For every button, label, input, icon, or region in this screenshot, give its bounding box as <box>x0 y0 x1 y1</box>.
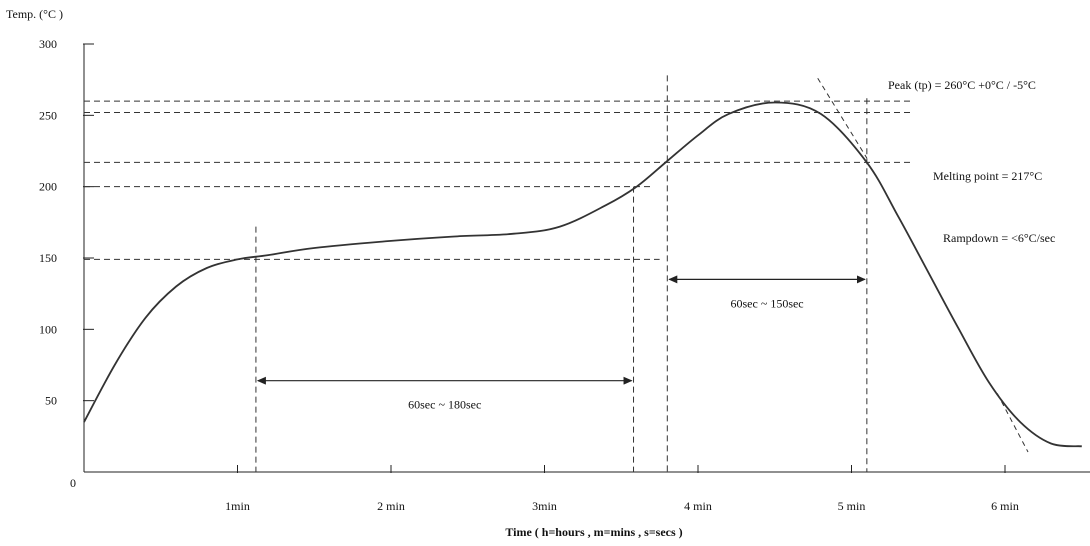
y-tick-label-300: 300 <box>39 37 57 51</box>
annotation-peak: Peak (tp) = 260°C +0°C / -5°C <box>888 78 1036 92</box>
temperature-curve <box>83 101 1082 448</box>
y-tick-label-250: 250 <box>39 108 57 122</box>
axes: 0 50 100 150 200 250 300 1min 2 min 3min 4 min 5 mi… <box>39 37 1090 513</box>
x-tick-label-3: 3min <box>532 499 557 513</box>
x-tick-label-1: 1min <box>225 499 250 513</box>
duration-spans: 60sec ~ 180sec 60sec ~ 150sec <box>256 275 866 412</box>
span-label-0: 60sec ~ 180sec <box>408 398 481 412</box>
y-axis-title: Temp. (°C ) <box>6 7 63 21</box>
x-tick-label-2: 2 min <box>377 499 405 513</box>
series <box>83 101 1082 448</box>
text-labels: Temp. (°C ) Time ( h=hours , m=mins , s=… <box>6 7 1055 539</box>
annotation-melting-point: Melting point = 217°C <box>933 169 1042 183</box>
x-axis-title: Time ( h=hours , m=mins , s=secs ) <box>505 525 682 539</box>
x-tick-label-6: 6 min <box>991 499 1019 513</box>
x-tick-label-5: 5 min <box>838 499 866 513</box>
y-tick-label-0: 0 <box>70 476 76 490</box>
x-tick-label-4: 4 min <box>684 499 712 513</box>
y-tick-label-150: 150 <box>39 251 57 265</box>
tangent-line-1 <box>996 393 1029 453</box>
tangent-line-0 <box>817 77 868 159</box>
y-tick-label-100: 100 <box>39 322 57 336</box>
annotation-rampdown: Rampdown = <6°C/sec <box>943 231 1055 245</box>
y-tick-label-200: 200 <box>39 180 57 194</box>
span-label-1: 60sec ~ 150sec <box>731 296 804 310</box>
reference-lines <box>84 75 1029 472</box>
y-tick-label-50: 50 <box>45 394 57 408</box>
